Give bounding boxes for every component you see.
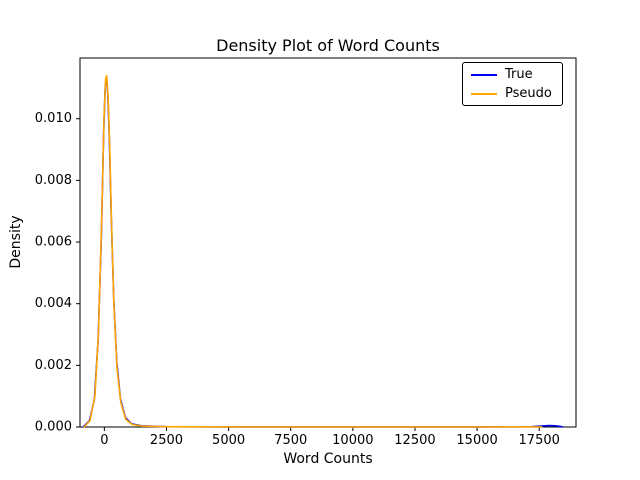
y-tick-label: 0.002 — [35, 358, 72, 373]
legend-item-pseudo: Pseudo — [471, 86, 552, 101]
y-tick-label: 0.010 — [35, 111, 72, 126]
x-tick-label: 5000 — [212, 433, 245, 448]
y-tick-label: 0.008 — [35, 173, 72, 188]
y-tick-label: 0.000 — [35, 420, 72, 435]
series-line-true — [82, 77, 564, 428]
legend: True Pseudo — [462, 62, 563, 106]
y-tick-label: 0.006 — [35, 235, 72, 250]
series-line-pseudo — [83, 74, 543, 428]
x-tick-label: 17500 — [519, 433, 560, 448]
legend-label-pseudo: Pseudo — [505, 86, 552, 101]
chart-title: Density Plot of Word Counts — [216, 36, 440, 55]
legend-item-true: True — [471, 67, 552, 82]
x-tick-label: 2500 — [150, 433, 183, 448]
y-axis-label: Density — [8, 215, 24, 269]
x-tick-label: 15000 — [456, 433, 497, 448]
x-tick-label: 12500 — [394, 433, 435, 448]
x-axis-label: Word Counts — [283, 451, 373, 467]
x-tick-label: 10000 — [332, 433, 373, 448]
legend-line-true — [471, 73, 497, 76]
legend-line-pseudo — [471, 92, 497, 95]
axes-frame — [79, 57, 577, 428]
y-tick-label: 0.004 — [35, 296, 72, 311]
x-tick-label: 0 — [100, 433, 108, 448]
x-tick-label: 7500 — [274, 433, 307, 448]
legend-label-true: True — [505, 67, 533, 82]
